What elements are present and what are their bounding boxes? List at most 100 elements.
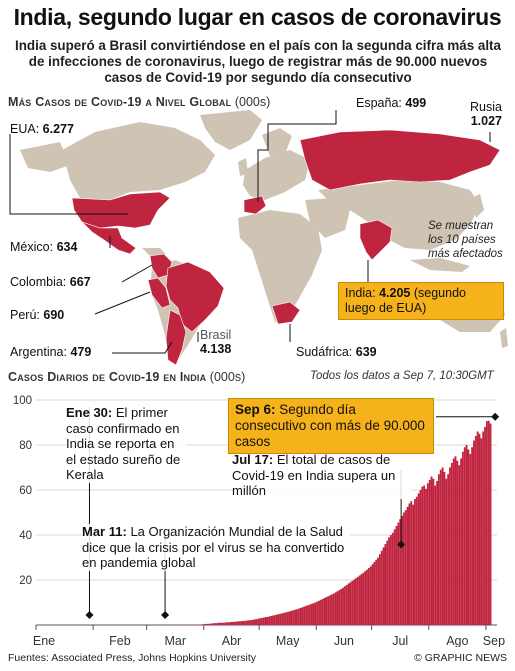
daily-bar [224, 622, 226, 625]
daily-bar [201, 624, 204, 625]
chart-y-tick-labels: 20 40 60 80 100 [13, 395, 32, 587]
daily-bar [268, 616, 271, 625]
x-tick-label: May [276, 634, 300, 647]
daily-bar [275, 614, 278, 625]
daily-bar [353, 579, 356, 625]
daily-bar [303, 606, 306, 625]
daily-bar [331, 594, 333, 625]
leader-eua [9, 134, 128, 215]
daily-bar [390, 535, 392, 625]
daily-bar [205, 623, 208, 625]
chart-x-ticks: Ene Feb Mar Abr May Jun Jul Ago Sep [33, 625, 505, 647]
daily-bar [297, 608, 300, 625]
daily-bar [371, 564, 374, 625]
daily-bar [340, 589, 343, 625]
label-peru: Perú: 690 [10, 308, 65, 322]
daily-bar [244, 620, 247, 625]
daily-bar [301, 607, 304, 625]
leader-peru [94, 291, 151, 315]
daily-bar [332, 593, 335, 625]
annotation-mar11: Mar 11: La Organización Mundial de la Sa… [82, 524, 350, 571]
daily-bar [319, 599, 322, 625]
daily-bar [356, 576, 359, 625]
daily-bar [417, 493, 420, 625]
daily-bar [408, 503, 411, 625]
daily-bar [347, 583, 350, 625]
daily-bar [355, 578, 357, 625]
caribbean-shape [142, 248, 166, 256]
daily-bar [426, 483, 429, 625]
daily-bar [294, 609, 296, 625]
daily-bar [395, 526, 398, 625]
y-tick-label: 80 [19, 440, 32, 452]
daily-bar [443, 472, 446, 625]
argentina-shape [165, 309, 187, 365]
daily-bar [434, 485, 437, 625]
daily-bar [240, 621, 243, 625]
annotation-jul17: Jul 17: El total de casos de Covid-19 en… [232, 452, 412, 499]
daily-bar [415, 496, 418, 625]
daily-bar [225, 622, 228, 625]
daily-bar [255, 619, 258, 625]
highlighted-countries [71, 129, 501, 365]
x-tick-label: Feb [109, 634, 131, 647]
footer-brand: © GRAPHIC NEWS [414, 652, 507, 664]
daily-bar [474, 436, 477, 625]
daily-bar [231, 621, 234, 625]
canada-shape [62, 122, 215, 200]
label-brasil: Brasil 4.138 [200, 328, 232, 356]
daily-bar [307, 605, 309, 625]
daily-bar [305, 605, 308, 625]
daily-bar [432, 478, 435, 625]
leader-argentina [112, 341, 173, 354]
page-title: India, segundo lugar en casos de coronav… [13, 4, 502, 30]
peru-shape [147, 277, 171, 309]
daily-bar [384, 544, 387, 625]
daily-bar [246, 620, 249, 625]
daily-bar [460, 458, 462, 625]
daily-bar [482, 431, 485, 625]
chart-heading-unit: (000s) [209, 370, 246, 384]
daily-bar [345, 584, 348, 625]
daily-bar [236, 621, 239, 625]
daily-bar [273, 615, 276, 625]
map-heading-text: Más Casos de Covid-19 a Nivel Global [8, 95, 232, 109]
daily-bar [471, 447, 474, 625]
europe-shape [243, 150, 310, 200]
daily-bar [270, 616, 273, 625]
greenland-shape [200, 110, 262, 150]
daily-bar [489, 423, 492, 625]
nz-shape [500, 328, 508, 348]
daily-bar [242, 620, 245, 625]
africa-shape [238, 210, 322, 322]
indonesia-shape [410, 258, 470, 272]
daily-bar [380, 550, 383, 625]
daily-bar [290, 610, 293, 625]
south-africa-shape [271, 301, 301, 325]
spain-shape [243, 195, 267, 215]
world-map [9, 110, 508, 365]
daily-bar [454, 456, 457, 625]
footer-sources: Fuentes: Associated Press, Johns Hopkins… [8, 652, 257, 664]
daily-bar [286, 611, 289, 625]
daily-bar [360, 574, 363, 625]
daily-bar [233, 621, 236, 625]
daily-bar [366, 569, 368, 625]
daily-bar [456, 460, 459, 625]
daily-bar [358, 575, 361, 625]
daily-bar [399, 519, 402, 625]
x-tick-label: Jun [334, 634, 354, 647]
daily-bar [312, 603, 315, 625]
daily-bar [386, 540, 389, 625]
y-tick-label: 60 [19, 485, 32, 497]
daily-bar [412, 504, 415, 625]
data-date-note: Todos los datos a Sep 7, 10:30GMT [310, 370, 494, 382]
daily-bar [316, 601, 319, 625]
daily-bar [318, 600, 320, 625]
label-colombia: Colombia: 667 [10, 275, 91, 289]
daily-bar [441, 467, 444, 625]
daily-bar [391, 532, 394, 625]
label-rusia: Rusia 1.027 [470, 100, 502, 128]
daily-bar [296, 609, 298, 625]
daily-bar [334, 592, 337, 625]
